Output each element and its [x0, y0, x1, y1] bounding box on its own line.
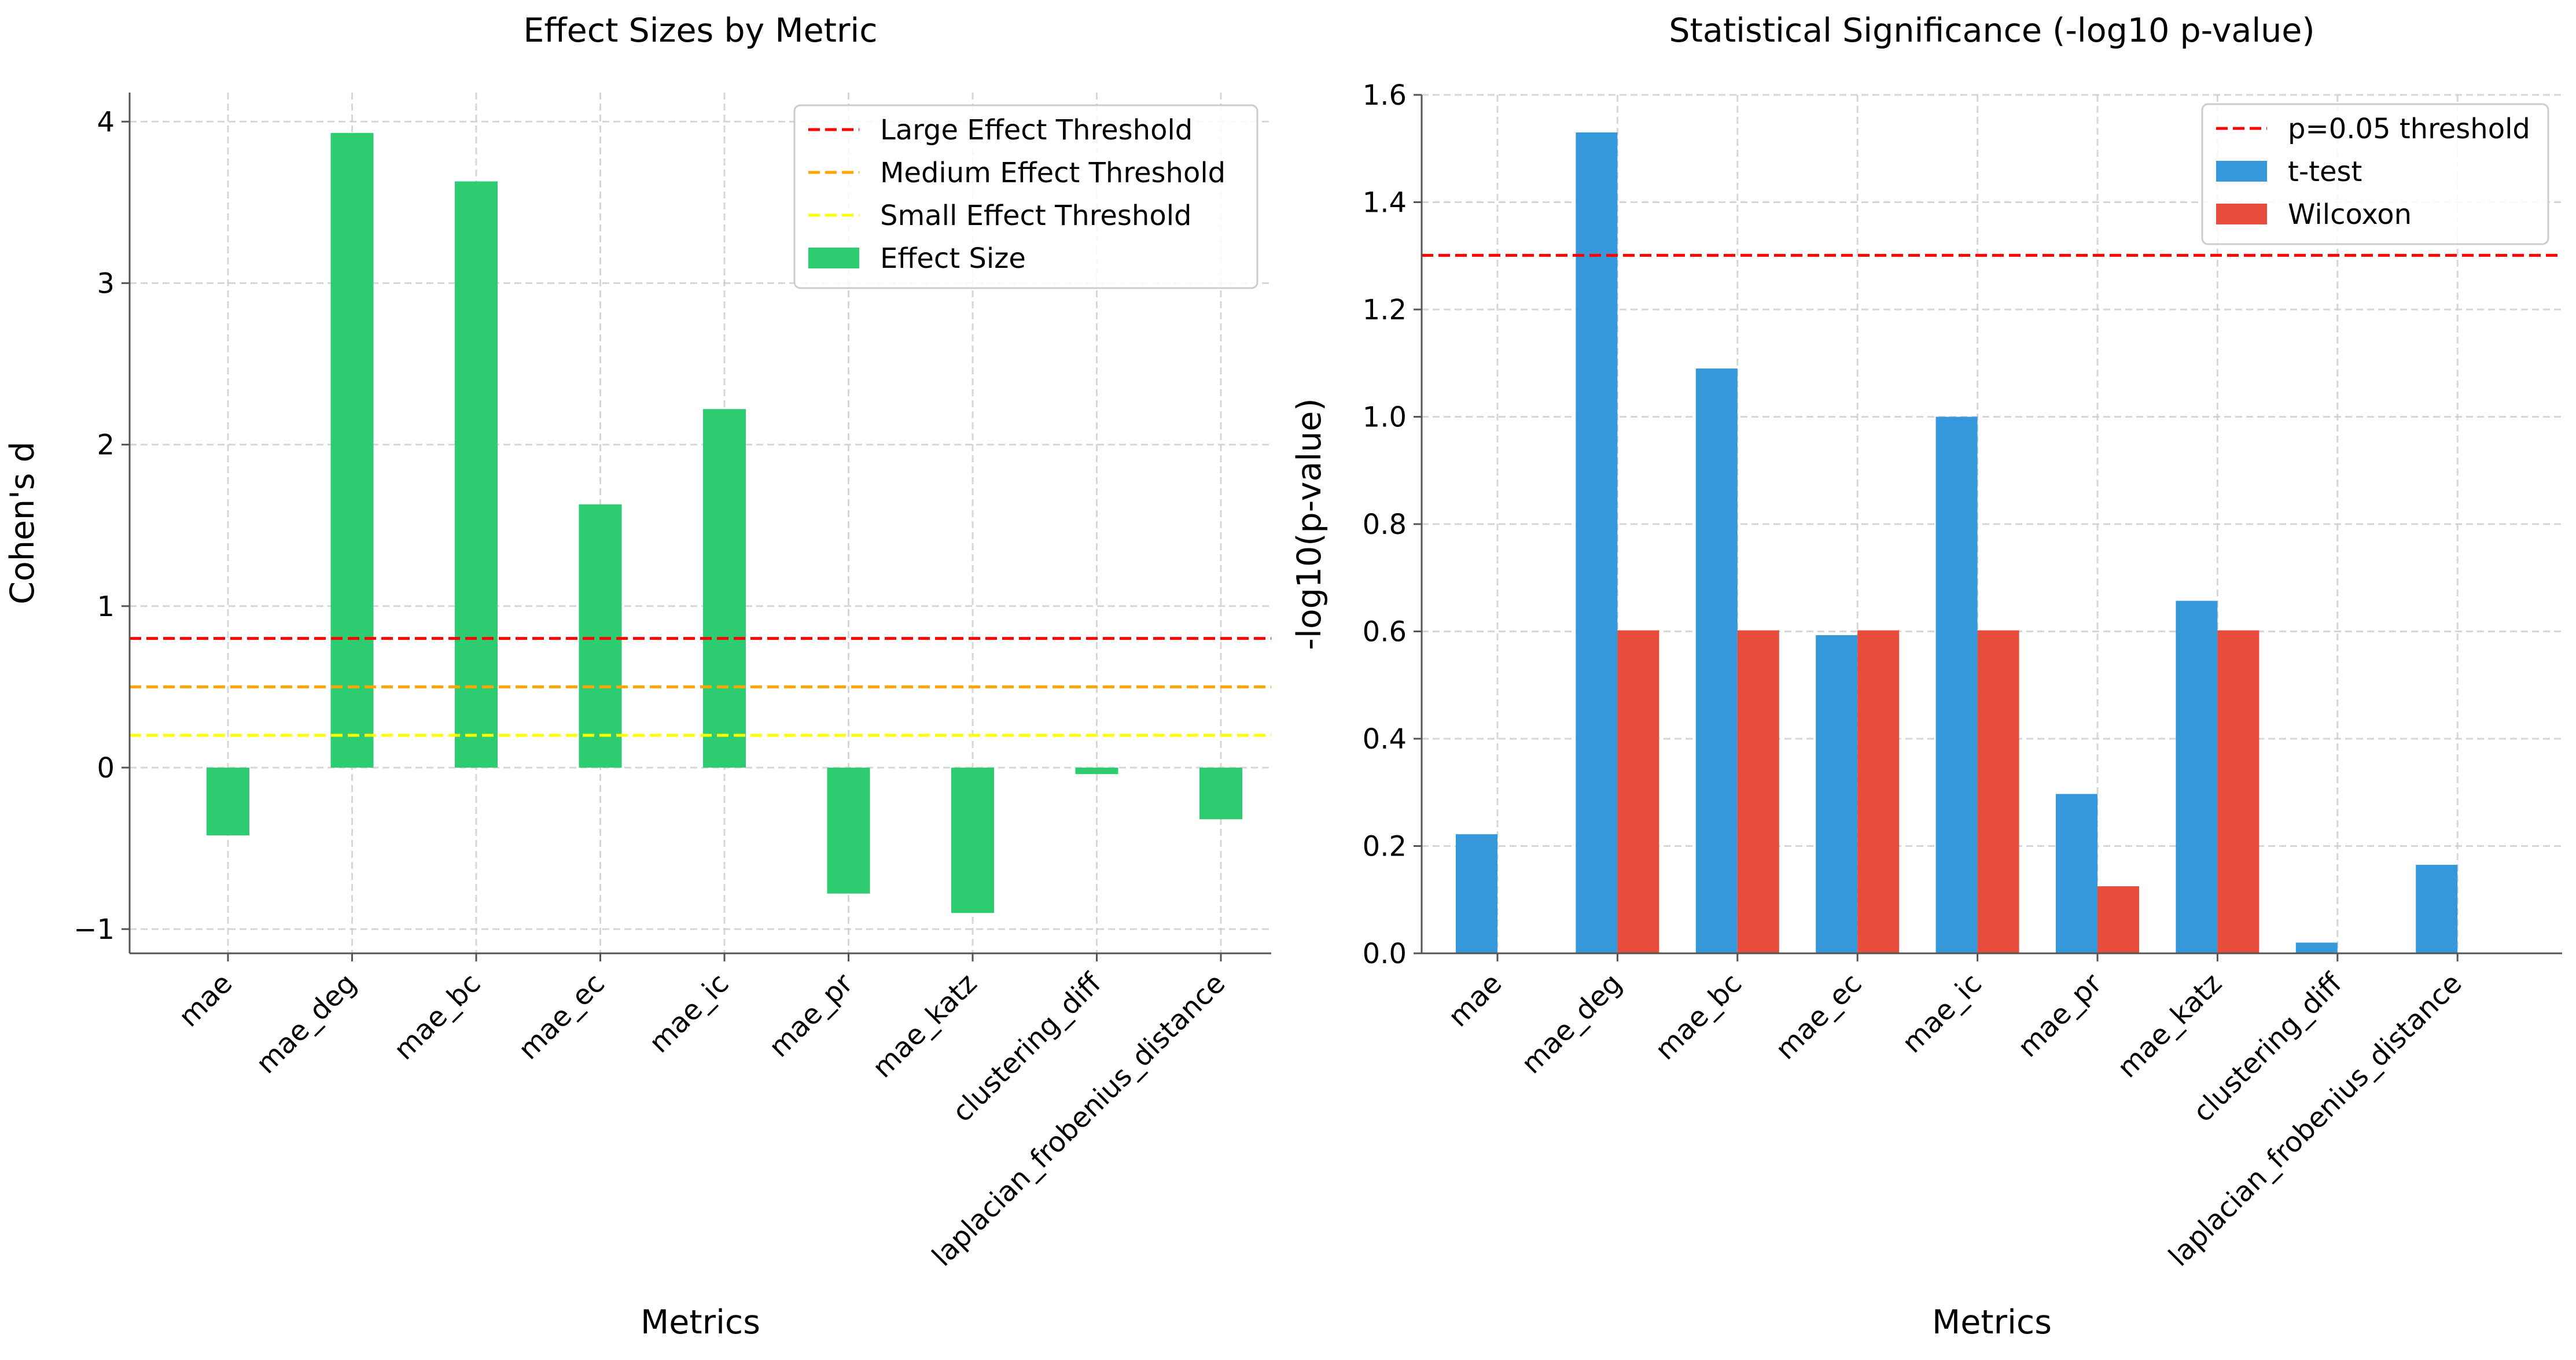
bar-effect-size-clustering_diff — [1075, 767, 1118, 775]
legend: Large Effect Threshold Medium Effect Thre… — [793, 104, 1258, 289]
x-tick-label: mae_deg — [250, 967, 363, 1080]
bar-effect-size-mae_bc — [455, 181, 498, 768]
y-tick-label: −1 — [73, 913, 115, 946]
y-axis-title: Cohen's d — [3, 441, 42, 605]
x-tick-label: mae_bc — [1649, 967, 1749, 1067]
y-tick-label: 0 — [97, 752, 115, 784]
bar-effect-size-mae_katz — [951, 767, 994, 913]
x-tick-label: mae_ic — [643, 967, 735, 1059]
legend-label: p=0.05 threshold — [2288, 113, 2530, 145]
y-tick-label: 3 — [97, 267, 115, 300]
bar-wilcoxon-mae_deg — [1617, 630, 1659, 953]
y-axis-title: -log10(p-value) — [1290, 398, 1329, 650]
x-axis-title: Metrics — [641, 1303, 760, 1341]
y-tick-label: 0.8 — [1363, 508, 1407, 541]
bar-wilcoxon-mae_ic — [1977, 630, 2019, 953]
y-tick-label: 2 — [97, 429, 115, 462]
bar-t-test-mae — [1456, 834, 1497, 953]
legend-swatch — [808, 248, 859, 268]
bar-wilcoxon-mae_bc — [1737, 630, 1779, 953]
chart-panel-1: −1 0 1 2 3 4 mae mae_deg mae_bc mae_ec mae_ic mae_p… — [3, 12, 1271, 1341]
x-tick-label: mae_pr — [763, 967, 859, 1064]
chart-title: Effect Sizes by Metric — [523, 12, 877, 50]
x-tick-label: mae_pr — [2012, 967, 2108, 1064]
bar-effect-size-mae_ec — [579, 504, 622, 768]
y-tick-label: 0.6 — [1363, 616, 1407, 648]
bar-effect-size-mae_pr — [827, 767, 870, 894]
bar-t-test-clustering_diff — [2295, 942, 2338, 953]
y-tick-label: 0.0 — [1363, 938, 1407, 970]
x-tick-label: mae_ec — [1769, 967, 1868, 1066]
legend-label: t-test — [2288, 156, 2362, 188]
x-tick-label: mae_ec — [512, 967, 611, 1066]
bar-wilcoxon-mae_katz — [2217, 630, 2259, 953]
y-tick-label: 0.2 — [1363, 831, 1407, 863]
legend-swatch — [2216, 204, 2267, 224]
bar-t-test-mae_ec — [1816, 635, 1858, 953]
bars — [207, 132, 1242, 913]
bars — [1456, 132, 2458, 953]
legend-frame — [2201, 103, 2549, 245]
y-tick-label: 4 — [97, 106, 115, 138]
bar-effect-size-mae — [207, 767, 249, 836]
bar-effect-size-mae_ic — [703, 409, 746, 768]
legend-label: Medium Effect Threshold — [880, 157, 1226, 189]
chart-title: Statistical Significance (-log10 p-value… — [1669, 12, 2314, 50]
y-tick-label: 1.0 — [1363, 401, 1407, 434]
x-tick-label: mae_deg — [1515, 967, 1628, 1080]
bar-effect-size-laplacian_frobenius_distance — [1199, 767, 1242, 820]
bar-t-test-mae_ic — [1935, 417, 1978, 953]
x-tick-label: mae_katz — [866, 967, 983, 1084]
x-tick-label: mae_bc — [388, 967, 487, 1067]
x-tick-label: mae_katz — [2111, 967, 2228, 1084]
y-tick-label: 1.2 — [1363, 294, 1407, 326]
bar-effect-size-mae_deg — [330, 132, 374, 768]
x-tick-label: mae_ic — [1896, 967, 1988, 1059]
y-tick-label: 1 — [97, 591, 115, 623]
bar-t-test-mae_katz — [2176, 600, 2218, 953]
y-tick-label: 1.6 — [1363, 79, 1407, 112]
bar-wilcoxon-mae_ec — [1857, 630, 1900, 953]
bar-t-test-laplacian_frobenius_distance — [2416, 864, 2458, 953]
legend: p=0.05 threshold t-test Wilcoxon — [2201, 103, 2549, 245]
bar-wilcoxon-mae_pr — [2097, 886, 2139, 953]
x-axis-title: Metrics — [1932, 1303, 2052, 1341]
legend-label: Large Effect Threshold — [880, 114, 1193, 146]
x-tick-label: mae — [172, 967, 238, 1033]
legend-label: Small Effect Threshold — [880, 200, 1192, 232]
bar-t-test-mae_pr — [2056, 794, 2097, 953]
bar-t-test-mae_deg — [1576, 132, 1618, 953]
legend-label: Effect Size — [880, 242, 1026, 275]
legend-frame — [793, 104, 1258, 289]
x-tick-label: mae — [1442, 967, 1508, 1033]
legend-label: Wilcoxon — [2288, 198, 2412, 231]
legend-swatch — [2216, 161, 2267, 182]
y-tick-label: 0.4 — [1363, 723, 1407, 755]
y-tick-label: 1.4 — [1363, 187, 1407, 219]
bar-t-test-mae_bc — [1695, 368, 1738, 953]
